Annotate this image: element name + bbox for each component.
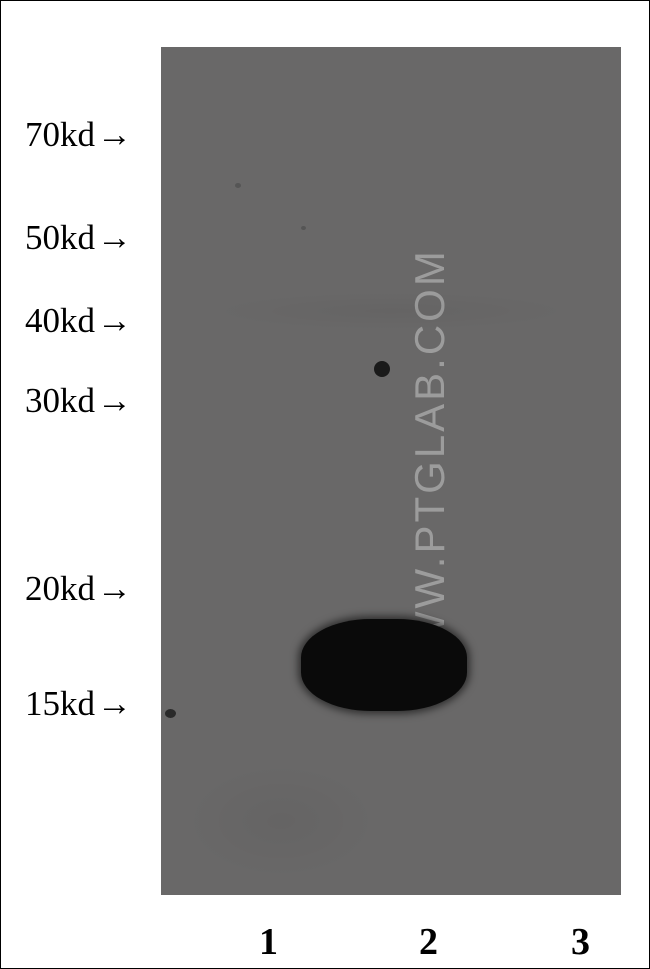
- marker-label-text: 40kd: [25, 301, 95, 341]
- marker-label-text: 50kd: [25, 218, 95, 258]
- marker-30kd: 30kd→: [25, 381, 132, 421]
- arrow-icon: →: [97, 301, 132, 341]
- arrow-icon: →: [97, 684, 132, 724]
- marker-20kd: 20kd→: [25, 569, 132, 609]
- lane-label-1: 1: [259, 920, 278, 964]
- arrow-icon: →: [97, 381, 132, 421]
- marker-label-text: 30kd: [25, 381, 95, 421]
- shading-region: [201, 291, 581, 331]
- marker-label-text: 70kd: [25, 115, 95, 155]
- speck: [165, 709, 176, 718]
- shading-region: [181, 761, 381, 881]
- protein-band: [301, 619, 467, 711]
- figure-container: WWW.PTGLAB.COM 70kd→ 50kd→ 40kd→ 30kd→ 2…: [0, 0, 650, 969]
- marker-label-text: 15kd: [25, 684, 95, 724]
- lane-label-2: 2: [419, 920, 438, 964]
- arrow-icon: →: [97, 218, 132, 258]
- blot-membrane: WWW.PTGLAB.COM: [161, 47, 621, 895]
- speck: [301, 226, 306, 230]
- marker-40kd: 40kd→: [25, 301, 132, 341]
- arrow-icon: →: [97, 569, 132, 609]
- marker-15kd: 15kd→: [25, 684, 132, 724]
- lane-label-3: 3: [571, 920, 590, 964]
- speck: [374, 361, 390, 377]
- marker-50kd: 50kd→: [25, 218, 132, 258]
- arrow-icon: →: [97, 115, 132, 155]
- speck: [235, 183, 241, 188]
- marker-label-text: 20kd: [25, 569, 95, 609]
- marker-70kd: 70kd→: [25, 115, 132, 155]
